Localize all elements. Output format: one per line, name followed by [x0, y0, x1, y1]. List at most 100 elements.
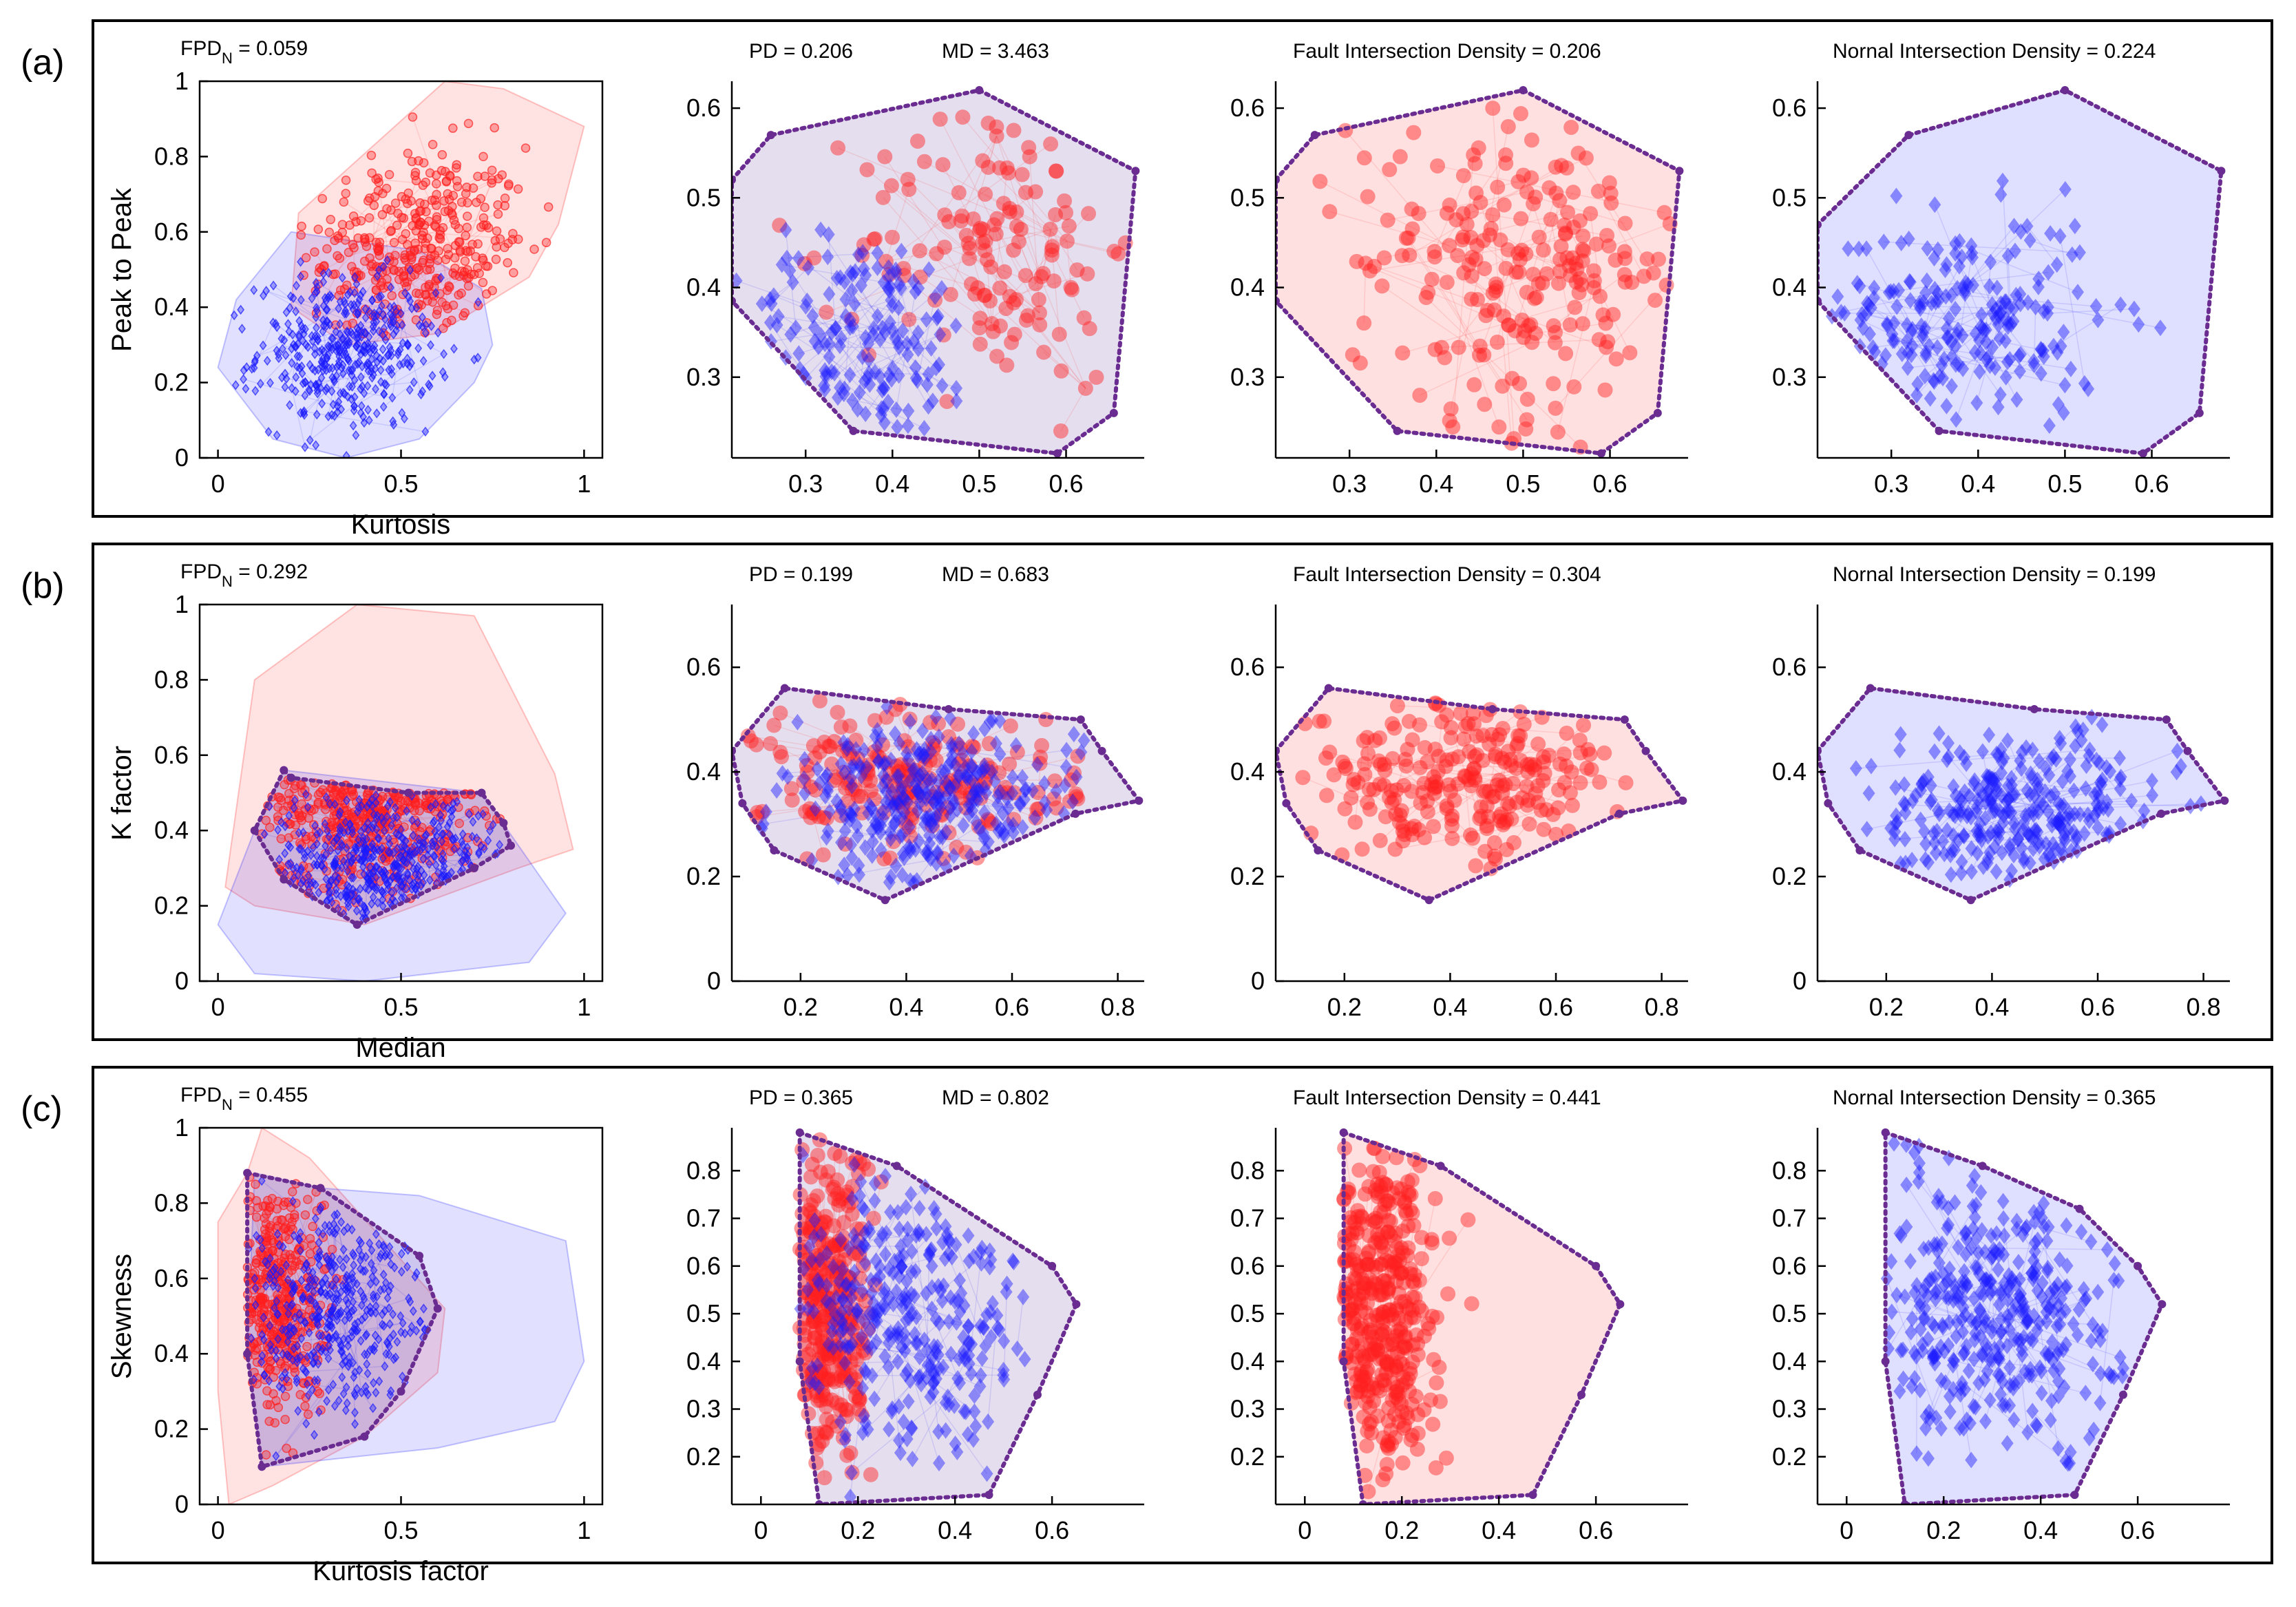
- point-normal: [732, 272, 743, 289]
- mesh-line: [777, 324, 870, 386]
- point-fault: [1590, 183, 1606, 199]
- x-tick-label: 0.3: [788, 470, 823, 498]
- point-fault: [509, 268, 518, 277]
- mesh-line: [916, 296, 936, 381]
- point-normal: [2031, 823, 2044, 841]
- point-normal: [860, 759, 873, 776]
- point-normal: [921, 846, 934, 863]
- point-normal: [280, 335, 288, 346]
- plot-b2: 0.2 0.4 0.6 0.800.20.40.6: [686, 605, 1144, 1021]
- mesh-line: [349, 1298, 409, 1319]
- mesh-line: [1982, 794, 2023, 849]
- point-fault: [1494, 750, 1510, 766]
- point-normal: [310, 343, 319, 354]
- mesh-line: [1555, 306, 1576, 333]
- point-fault: [414, 798, 424, 808]
- point-normal: [2034, 794, 2047, 811]
- mesh-line: [984, 768, 1026, 791]
- point-normal: [1914, 811, 1927, 828]
- point-normal: [1981, 854, 1994, 872]
- point-normal: [1900, 333, 1913, 350]
- plot-a3: 0.3 0.4 0.5 0.60.30.40.50.6: [1230, 81, 1688, 498]
- mesh-line: [850, 777, 866, 848]
- mesh-line: [1906, 293, 2021, 342]
- point-normal: [2068, 218, 2081, 235]
- point-fault: [1552, 756, 1568, 772]
- mesh-line: [1345, 130, 1504, 317]
- point-normal: [847, 757, 861, 775]
- point-normal: [350, 392, 359, 403]
- point-normal: [876, 381, 889, 399]
- point-fault: [1557, 218, 1572, 233]
- mesh-line: [1406, 238, 1503, 387]
- point-fault: [421, 178, 431, 187]
- point-normal: [2104, 763, 2117, 780]
- point-normal: [875, 400, 888, 417]
- point-fault: [295, 838, 305, 848]
- y-tick-label: 0.4: [1230, 757, 1265, 786]
- point-normal: [357, 384, 365, 395]
- point-fault: [1468, 728, 1484, 744]
- point-fault: [1601, 175, 1617, 191]
- mesh-line: [948, 736, 1039, 793]
- point-fault: [417, 230, 427, 240]
- point-normal: [1866, 339, 1879, 356]
- mesh-line: [852, 332, 919, 401]
- mesh-line: [942, 164, 1011, 297]
- point-fault: [942, 779, 958, 795]
- point-normal: [348, 370, 356, 381]
- point-normal: [355, 294, 364, 305]
- mesh-line: [823, 779, 866, 818]
- x-tick-label: 0.3: [1874, 470, 1908, 498]
- point-fault: [341, 176, 351, 185]
- point-fault: [1561, 258, 1577, 274]
- point-fault: [1354, 841, 1370, 857]
- point-fault: [955, 109, 971, 125]
- point-normal: [1965, 840, 1978, 857]
- mesh-line: [984, 295, 1086, 389]
- point-normal: [858, 742, 871, 759]
- intersection-fill-a4: [1818, 90, 2222, 454]
- point-normal: [431, 826, 439, 837]
- point-normal: [2018, 853, 2031, 870]
- point-normal: [344, 353, 352, 364]
- point-fault: [351, 814, 361, 824]
- point-normal: [846, 266, 859, 283]
- hull-vertex: [1424, 896, 1433, 905]
- point-normal: [317, 372, 326, 383]
- point-normal: [903, 818, 916, 835]
- point-fault: [1656, 204, 1672, 220]
- mesh-line: [799, 327, 883, 355]
- mesh-line: [907, 354, 943, 386]
- point-fault: [924, 788, 940, 804]
- point-normal: [2012, 348, 2025, 365]
- point-normal: [929, 288, 942, 306]
- mesh-line: [1367, 753, 1488, 806]
- point-fault: [1512, 376, 1528, 392]
- point-normal: [406, 295, 414, 306]
- point-fault: [1388, 806, 1404, 822]
- point-normal: [1924, 794, 1937, 811]
- mesh-line: [748, 735, 843, 752]
- x-tick-label: 0.3: [1332, 470, 1367, 498]
- point-fault: [1513, 106, 1528, 122]
- plot-b1: 0 0.5 100.20.40.60.81: [154, 590, 604, 1021]
- x-tick-label: 0.2: [1327, 993, 1362, 1021]
- point-normal: [896, 845, 909, 862]
- point-normal: [2021, 218, 2034, 235]
- point-fault: [1658, 277, 1674, 293]
- mesh-line: [851, 801, 920, 815]
- point-fault: [1541, 180, 1557, 196]
- point-normal: [313, 322, 320, 333]
- point-normal: [342, 339, 350, 350]
- point-fault: [784, 792, 800, 808]
- point-fault: [896, 781, 912, 797]
- point-fault: [853, 788, 869, 804]
- point-normal: [1997, 814, 2010, 831]
- point-normal: [889, 264, 903, 282]
- mesh-line: [1060, 388, 1086, 432]
- x-tick-label: 1: [577, 470, 591, 498]
- point-normal: [820, 829, 833, 846]
- point-normal: [365, 332, 373, 342]
- point-fault: [273, 1403, 284, 1412]
